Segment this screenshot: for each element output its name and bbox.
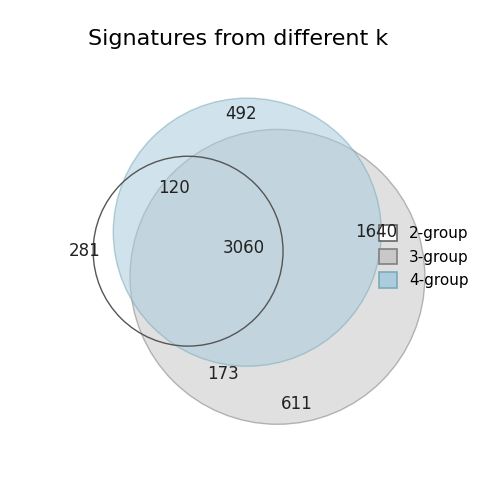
Text: 3060: 3060 <box>223 239 265 257</box>
Text: 173: 173 <box>207 365 239 383</box>
Text: 611: 611 <box>281 395 312 413</box>
Title: Signatures from different k: Signatures from different k <box>88 29 389 49</box>
Text: 281: 281 <box>69 242 100 260</box>
Circle shape <box>113 98 382 366</box>
Circle shape <box>130 130 425 424</box>
Legend: 2-group, 3-group, 4-group: 2-group, 3-group, 4-group <box>371 218 477 296</box>
Text: 492: 492 <box>225 105 257 123</box>
Text: 1640: 1640 <box>356 223 398 241</box>
Text: 120: 120 <box>158 178 190 197</box>
